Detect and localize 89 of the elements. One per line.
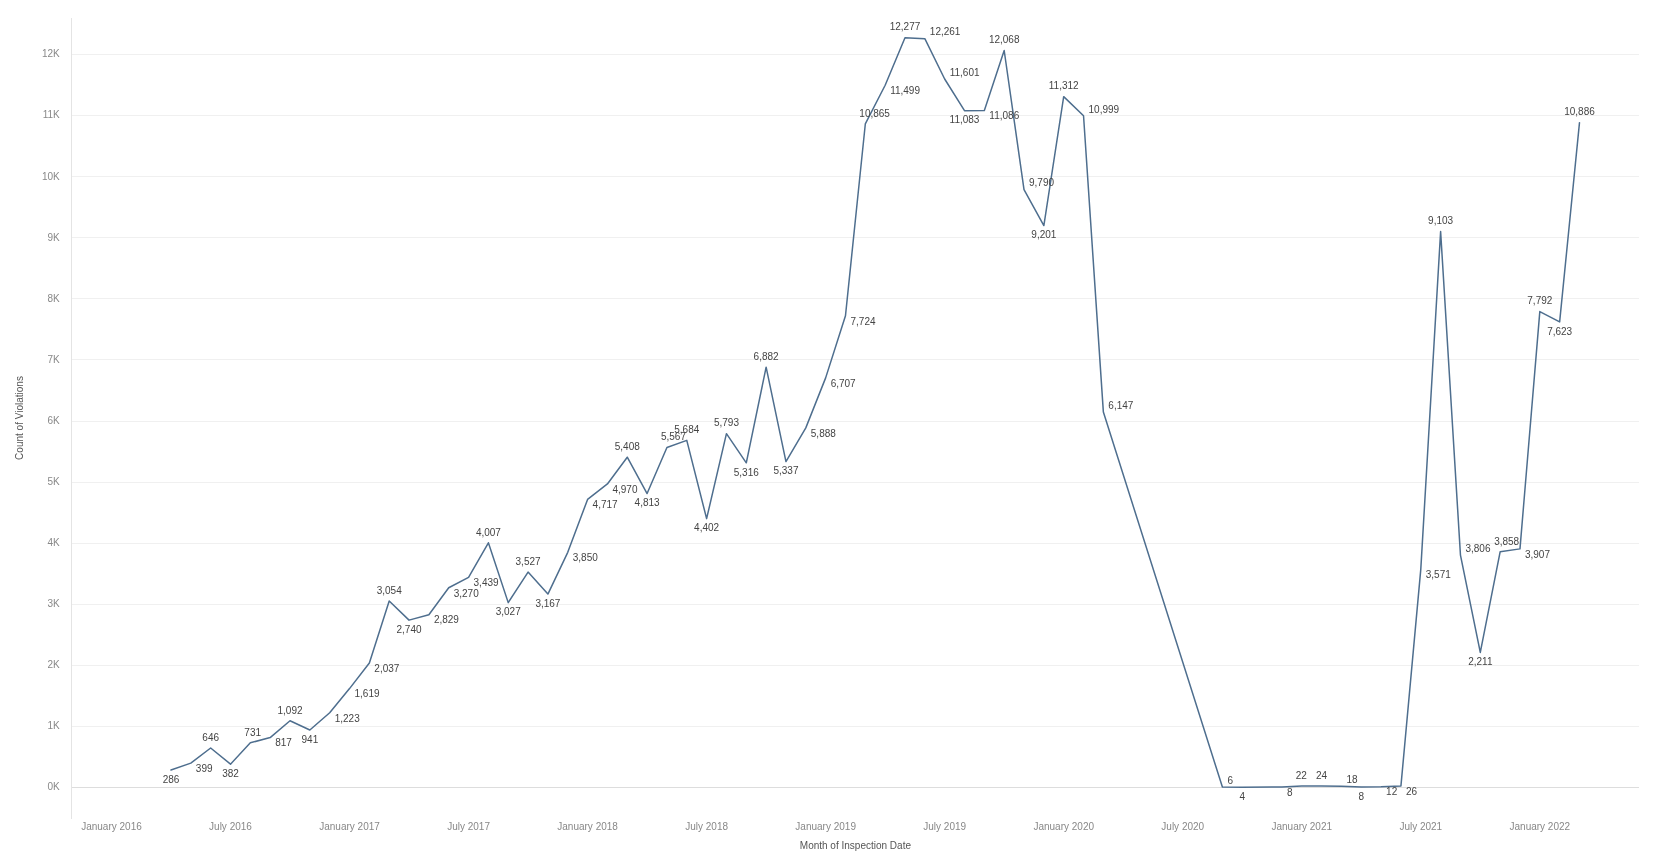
text: 3,167 — [535, 597, 561, 609]
y-tick-label: 0K — [47, 781, 61, 793]
text: 10,999 — [1088, 103, 1120, 115]
y-tick-label: 11K — [42, 109, 61, 121]
text: 399 — [195, 762, 213, 774]
y-tick-label: 3K — [47, 598, 61, 610]
y-tick-label: 12K — [42, 48, 61, 60]
x-tick-label: July 2016 — [209, 820, 253, 832]
text: 3,571 — [1425, 569, 1451, 581]
text: 2,829 — [433, 614, 459, 626]
text: 9,103 — [1428, 215, 1454, 227]
text: 12,068 — [988, 34, 1020, 46]
x-tick-label: July 2018 — [685, 820, 729, 832]
x-tick-label: July 2019 — [923, 820, 967, 832]
text: 4,007 — [475, 526, 501, 538]
text: 3,858 — [1494, 535, 1520, 547]
text: 817 — [275, 737, 292, 749]
text: 3,270 — [453, 587, 479, 599]
text: 6,882 — [753, 350, 779, 362]
text: 12,277 — [889, 21, 921, 33]
y-axis-title: Count of Violations — [13, 376, 25, 460]
y-tick-label: 6K — [47, 414, 61, 426]
x-tick-label: January 2016 — [81, 820, 143, 832]
text: 9,201 — [1031, 229, 1057, 241]
text: 5,337 — [773, 465, 799, 477]
text: 6 — [1227, 774, 1233, 786]
x-tick-label: July 2017 — [447, 820, 491, 832]
text: 18 — [1346, 774, 1358, 786]
x-tick-label: July 2020 — [1161, 820, 1205, 832]
text: 5,888 — [810, 427, 836, 439]
y-tick-label: 7K — [47, 353, 61, 365]
x-tick-label: January 2018 — [557, 820, 619, 832]
y-tick-label: 4K — [47, 536, 61, 548]
text: 5,408 — [614, 440, 640, 452]
text: 3,439 — [473, 577, 499, 589]
text: 8 — [1358, 790, 1365, 802]
y-tick-label: 5K — [47, 475, 61, 487]
y-tick-label: 9K — [47, 231, 61, 243]
text: 10,886 — [1564, 106, 1595, 118]
y-tick-label: 1K — [47, 720, 61, 732]
x-tick-label: July 2021 — [1399, 820, 1443, 832]
text: 26 — [1405, 785, 1418, 797]
text: 8 — [1286, 786, 1293, 798]
text: 3,027 — [495, 606, 521, 618]
text: 4 — [1239, 790, 1246, 802]
text: 5,793 — [713, 417, 739, 429]
text: 3,054 — [376, 584, 402, 596]
y-tick-label: 8K — [47, 292, 61, 304]
text: 646 — [202, 731, 219, 743]
text: 1,619 — [354, 688, 380, 700]
y-tick-label: 10K — [42, 170, 61, 182]
text: 7,724 — [850, 315, 876, 327]
text: 11,601 — [949, 66, 980, 78]
text: 11,499 — [890, 84, 920, 96]
text: 731 — [244, 726, 262, 738]
x-tick-label: January 2022 — [1509, 820, 1571, 832]
text: 11,312 — [1048, 80, 1079, 92]
text: 4,970 — [612, 483, 638, 495]
text: 3,907 — [1524, 548, 1550, 560]
text: 7,623 — [1547, 325, 1573, 337]
text: 11,083 — [949, 114, 980, 126]
text: 22 — [1295, 769, 1307, 781]
text: 3,806 — [1465, 542, 1491, 554]
text: 1,223 — [334, 712, 360, 724]
text: 12 — [1386, 786, 1398, 798]
text: 1,092 — [277, 704, 303, 716]
text: 24 — [1316, 769, 1328, 781]
text: 4,717 — [592, 499, 618, 511]
y-tick-label: 2K — [47, 659, 61, 671]
text: 3,850 — [572, 552, 598, 564]
text: 4,402 — [694, 522, 720, 534]
text: 286 — [162, 773, 180, 785]
x-axis-title: Month of Inspection Date — [799, 839, 912, 851]
text: 12,261 — [929, 26, 961, 38]
text: 7,792 — [1527, 295, 1553, 307]
text: 3,527 — [515, 555, 541, 567]
x-tick-label: January 2017 — [319, 820, 381, 832]
text: 6,707 — [830, 377, 856, 389]
text: 2,740 — [396, 623, 422, 635]
text: 4,813 — [634, 497, 660, 509]
x-tick-label: January 2020 — [1033, 820, 1095, 832]
text: 382 — [222, 767, 239, 779]
text: 941 — [301, 733, 319, 745]
x-tick-label: January 2021 — [1271, 820, 1333, 832]
x-tick-label: January 2019 — [795, 820, 857, 832]
text: 2,037 — [374, 662, 400, 674]
text: 5,316 — [733, 466, 759, 478]
text: 6,147 — [1108, 399, 1134, 411]
text: 2,211 — [1468, 656, 1493, 668]
